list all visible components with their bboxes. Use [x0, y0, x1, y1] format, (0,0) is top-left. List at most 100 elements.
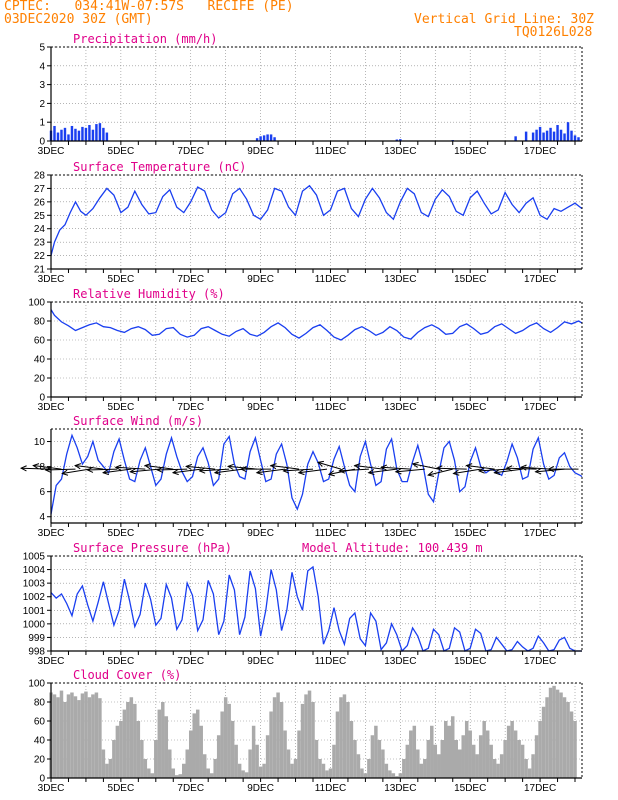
cloud-column [398, 773, 403, 778]
cloud-ytick-label: 20 [34, 755, 46, 766]
cloud-column [440, 740, 445, 778]
cloud-column [91, 694, 95, 778]
wind-arrowhead [435, 465, 443, 472]
cloud-column [171, 768, 176, 778]
wind-arrowhead [297, 469, 305, 476]
precip-bar [262, 135, 266, 141]
wind-vector [317, 461, 342, 470]
wind-ytick-label: 10 [34, 437, 46, 448]
temp-xtick-label: 9DEC [247, 274, 274, 285]
wind-arrowhead [394, 468, 402, 475]
wind-vector [354, 465, 383, 470]
cloud-column [541, 706, 546, 778]
temp-title: Surface Temperature (nC) [73, 160, 246, 174]
rh-xtick-label: 13DEC [384, 402, 416, 413]
wind-xtick-label: 7DEC [177, 528, 204, 539]
cloud-column [433, 744, 438, 778]
pres-ytick-label: 1002 [23, 592, 46, 603]
rh-xtick-label: 11DEC [315, 402, 347, 413]
wind-vector [130, 468, 160, 473]
wind-vector [157, 468, 188, 471]
wind-arrowhead [465, 463, 473, 470]
pres-ytick-label: 1003 [23, 579, 46, 590]
cloud-column [402, 759, 406, 778]
rh-ytick-label: 100 [28, 298, 45, 309]
wind-vector [453, 468, 481, 475]
cloud-column [290, 763, 294, 778]
cloud-column [105, 763, 109, 778]
cloud-column [573, 721, 577, 778]
cloud-column [444, 721, 448, 778]
cloud-xtick-label: 15DEC [454, 783, 486, 794]
cloud-column [147, 768, 151, 778]
wind-arrowhead [143, 463, 151, 470]
cloud-column [192, 713, 196, 778]
cloud-ytick-label: 100 [28, 679, 45, 690]
precip-bar [91, 129, 95, 141]
precip-xtick-label: 3DEC [38, 146, 65, 157]
pres-ytick-label: 1001 [23, 606, 46, 617]
wind-vector [506, 467, 537, 470]
cloud-column [133, 703, 137, 778]
precip-bar [573, 135, 577, 141]
wind-xtick-label: 11DEC [315, 528, 347, 539]
cloud-panel: 0 20 40 60 80 100 3DEC 5DEC 7DEC 9DEC 11DEC 13DEC 15… [28, 668, 583, 794]
cloud-column [70, 692, 74, 778]
cloud-column [265, 735, 270, 778]
precip-bar [524, 131, 528, 141]
cloud-column [335, 711, 340, 778]
cloud-column [471, 744, 476, 778]
cloud-column [168, 749, 172, 778]
cloud-column [395, 776, 399, 778]
cloud-column [381, 749, 385, 778]
wind-vector [395, 468, 425, 473]
wind-arrowhead [61, 469, 69, 476]
cloud-column [311, 702, 315, 778]
cloud-column [178, 774, 183, 778]
wind-arrowhead [44, 466, 52, 473]
cloud-column [258, 766, 263, 778]
cloud-column [161, 702, 165, 778]
wind-arrowhead [269, 463, 277, 470]
rh-xtick-label: 15DEC [454, 402, 486, 413]
cloud-column [314, 740, 319, 778]
cloud-column [461, 735, 465, 778]
run-date-header: 03DEC2020 30Z (GMT) [4, 12, 153, 27]
cloud-column [157, 709, 162, 778]
temp-panel: 21 22 23 24 25 26 27 28 3DEC 5DEC 7DEC 9DEC 11DEC 13D… [34, 160, 583, 285]
pres-panel: 998 999 1000 1001 1002 1003 1004 1005 3DEC 5DEC 7D… [23, 541, 583, 667]
cloud-xtick-label: 17DEC [524, 783, 556, 794]
cloud-column [342, 694, 347, 778]
precip-bar [77, 130, 81, 141]
cloud-column [209, 773, 214, 778]
cloud-column [73, 696, 78, 778]
cloud-column [185, 749, 189, 778]
precip-bar [542, 132, 545, 141]
wind-arrowhead [171, 469, 179, 476]
cloud-column [195, 709, 200, 778]
precip-bar [514, 136, 517, 141]
pres-xtick-label: 3DEC [38, 656, 65, 667]
temp-ytick-label: 23 [34, 238, 46, 249]
wind-vector [381, 466, 411, 470]
cloud-column [510, 721, 514, 778]
wind-arrowhead [86, 466, 94, 473]
pres-series-line [50, 565, 582, 653]
wind-vector [115, 466, 146, 470]
precip-bar [74, 128, 77, 141]
cloud-column [59, 690, 64, 778]
cloud-column [524, 759, 528, 778]
wind-arrowhead [185, 463, 193, 470]
precip-bar [105, 132, 109, 141]
precip-xtick-label: 7DEC [177, 146, 204, 157]
cloud-column [154, 740, 158, 778]
cloud-column [66, 694, 71, 778]
cloud-column [527, 768, 532, 778]
precip-bar [255, 138, 259, 141]
wind-vector [145, 465, 174, 470]
cloud-column [545, 697, 549, 778]
cloud-column [213, 759, 217, 778]
temp-xtick-label: 11DEC [315, 274, 347, 285]
cloud-column [478, 735, 483, 778]
